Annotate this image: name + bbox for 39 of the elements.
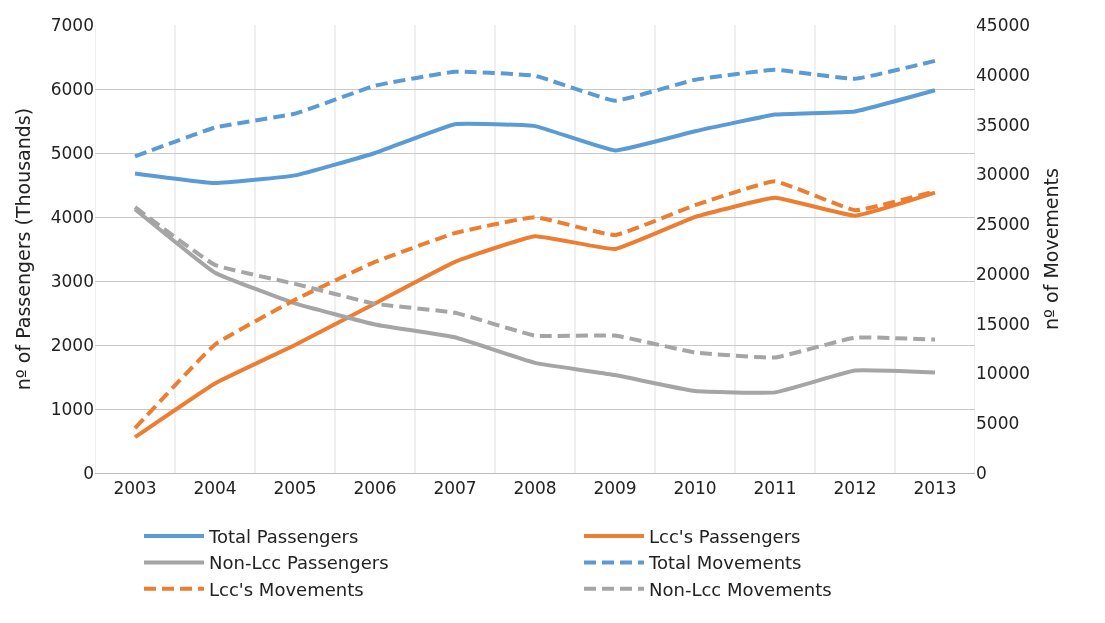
x-tick-label: 2009 <box>593 478 637 499</box>
y2-tick-label: 0 <box>976 462 987 483</box>
legend-label: Non-Lcc Movements <box>649 578 832 600</box>
legend-label: Lcc's Passengers <box>649 526 801 548</box>
y2-tick-label: 5000 <box>976 413 1020 434</box>
y2-tick-label: 30000 <box>976 164 1031 185</box>
x-tick-label: 2010 <box>673 478 717 499</box>
legend-label: Lcc's Movements <box>209 578 364 600</box>
y-tick-label: 1000 <box>50 398 94 419</box>
y2-axis-title: nº of Movements <box>1039 168 1062 330</box>
y-tick-label: 0 <box>83 462 94 483</box>
x-tick-label: 2007 <box>433 478 477 499</box>
x-tick-label: 2012 <box>833 478 877 499</box>
y2-tick-label: 25000 <box>976 214 1031 235</box>
legend-label: Total Passengers <box>208 526 359 548</box>
y-tick-label: 6000 <box>50 78 94 99</box>
line-series <box>133 88 937 186</box>
x-tick-label: 2013 <box>913 478 957 499</box>
y2-tick-label: 45000 <box>976 14 1031 35</box>
y-tick-label: 2000 <box>50 334 94 355</box>
legend-label: Non-Lcc Passengers <box>209 552 389 574</box>
line-series <box>133 58 937 159</box>
y2-tick-label: 15000 <box>976 313 1031 334</box>
y-tick-label: 3000 <box>50 270 94 291</box>
x-tick-label: 2003 <box>113 478 157 499</box>
y-tick-label: 4000 <box>50 206 94 227</box>
y-axis-title: nº of Passengers (Thousands) <box>11 107 34 391</box>
x-tick-label: 2006 <box>353 478 397 499</box>
x-tick-label: 2011 <box>753 478 797 499</box>
y2-tick-label: 35000 <box>976 114 1031 135</box>
y-tick-label: 5000 <box>50 142 94 163</box>
x-tick-label: 2008 <box>513 478 557 499</box>
x-tick-label: 2005 <box>273 478 317 499</box>
legend-label: Total Movements <box>648 552 802 574</box>
x-tick-label: 2004 <box>193 478 237 499</box>
y-tick-label: 7000 <box>50 14 94 35</box>
y2-tick-label: 10000 <box>976 363 1031 384</box>
y2-tick-label: 40000 <box>976 64 1031 85</box>
y2-tick-label: 20000 <box>976 263 1031 284</box>
